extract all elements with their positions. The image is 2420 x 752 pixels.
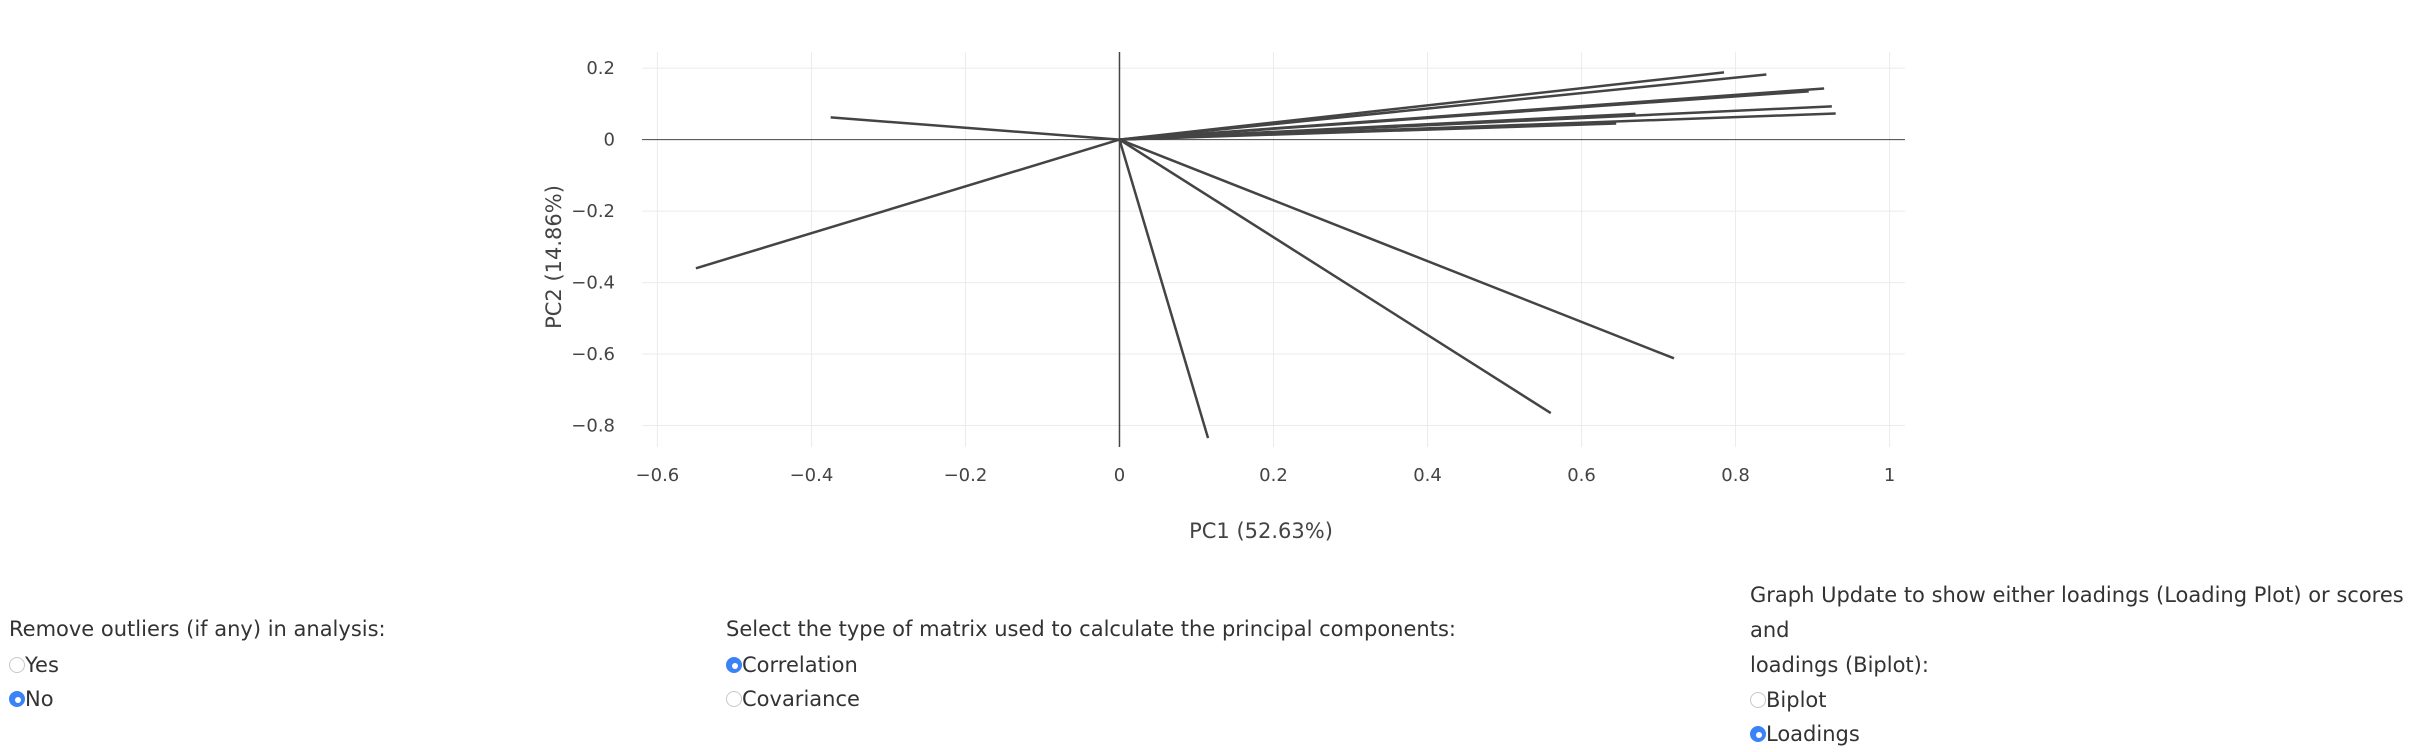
graph-type-label-line2: loadings (Biplot): bbox=[1750, 653, 1929, 677]
matrix-covariance-radio[interactable] bbox=[726, 691, 742, 707]
y-tick-label: −0.4 bbox=[571, 273, 615, 294]
outliers-yes-radio[interactable] bbox=[9, 657, 25, 673]
graph-type-label-line1: Graph Update to show either loadings (Lo… bbox=[1750, 583, 2404, 642]
matrix-control: Select the type of matrix used to calcul… bbox=[726, 612, 1456, 716]
loading-vector-line bbox=[1119, 90, 1809, 141]
matrix-covariance-label[interactable]: Covariance bbox=[742, 686, 860, 711]
x-tick-labels: −0.6 −0.4 −0.2 0 0.2 0.4 0.6 0.8 1 bbox=[636, 465, 1896, 486]
outliers-option-yes[interactable]: Yes bbox=[9, 648, 386, 682]
matrix-correlation-label[interactable]: Correlation bbox=[742, 652, 858, 677]
graph-type-control: Graph Update to show either loadings (Lo… bbox=[1750, 578, 2420, 751]
outliers-no-label[interactable]: No bbox=[25, 686, 54, 711]
graph-option-biplot[interactable]: Biplot bbox=[1750, 683, 2420, 717]
x-tick-label: 0.6 bbox=[1567, 465, 1596, 486]
graph-loadings-label[interactable]: Loadings bbox=[1766, 721, 1860, 746]
x-tick-label: 1 bbox=[1884, 465, 1895, 486]
x-tick-label: 0.8 bbox=[1721, 465, 1750, 486]
x-tick-label: −0.4 bbox=[790, 465, 834, 486]
matrix-option-correlation[interactable]: Correlation bbox=[726, 648, 1456, 682]
loading-vector-line bbox=[1118, 139, 1210, 439]
outliers-no-radio[interactable] bbox=[9, 691, 25, 707]
y-tick-label: 0.2 bbox=[586, 58, 615, 79]
loading-plot: −0.6 −0.4 −0.2 0 0.2 0.4 0.6 0.8 1 0.20−0.2−0.4−… bbox=[542, 52, 1905, 543]
graph-biplot-label[interactable]: Biplot bbox=[1766, 687, 1827, 712]
loading-vectors bbox=[695, 71, 1836, 439]
loading-vector-line bbox=[830, 116, 1120, 141]
loading-vector-line bbox=[695, 138, 1120, 270]
zero-lines bbox=[642, 52, 1905, 447]
x-tick-label: 0.2 bbox=[1259, 465, 1288, 486]
graph-option-loadings[interactable]: Loadings bbox=[1750, 717, 2420, 751]
x-tick-label: −0.6 bbox=[636, 465, 680, 486]
loading-vector-line bbox=[1118, 138, 1552, 415]
matrix-option-covariance[interactable]: Covariance bbox=[726, 682, 1456, 716]
x-tick-label: 0 bbox=[1114, 465, 1125, 486]
loading-vector-line bbox=[1119, 122, 1617, 141]
outliers-label: Remove outliers (if any) in analysis: bbox=[9, 617, 386, 641]
y-tick-labels: 0.2 0 −0.2 −0.4 −0.6 −0.8 bbox=[571, 58, 615, 436]
y-axis-title: PC2 (14.86%) bbox=[542, 185, 566, 329]
outliers-yes-label[interactable]: Yes bbox=[25, 652, 59, 677]
y-tick-label: −0.2 bbox=[571, 201, 615, 222]
matrix-label: Select the type of matrix used to calcul… bbox=[726, 617, 1456, 641]
loading-vector-line bbox=[1119, 112, 1636, 141]
graph-loadings-radio[interactable] bbox=[1750, 726, 1766, 742]
outliers-option-no[interactable]: No bbox=[9, 682, 386, 716]
outliers-control: Remove outliers (if any) in analysis: Ye… bbox=[9, 612, 386, 716]
x-axis-title: PC1 (52.63%) bbox=[1189, 519, 1333, 543]
x-tick-label: 0.4 bbox=[1413, 465, 1442, 486]
loading-vector-line bbox=[1119, 73, 1767, 141]
y-tick-label: −0.8 bbox=[571, 416, 615, 437]
graph-biplot-radio[interactable] bbox=[1750, 692, 1766, 708]
loading-vector-line bbox=[1119, 138, 1675, 360]
matrix-correlation-radio[interactable] bbox=[726, 657, 742, 673]
x-tick-label: −0.2 bbox=[944, 465, 988, 486]
y-tick-label: −0.6 bbox=[571, 344, 615, 365]
y-tick-label: 0 bbox=[604, 130, 615, 151]
